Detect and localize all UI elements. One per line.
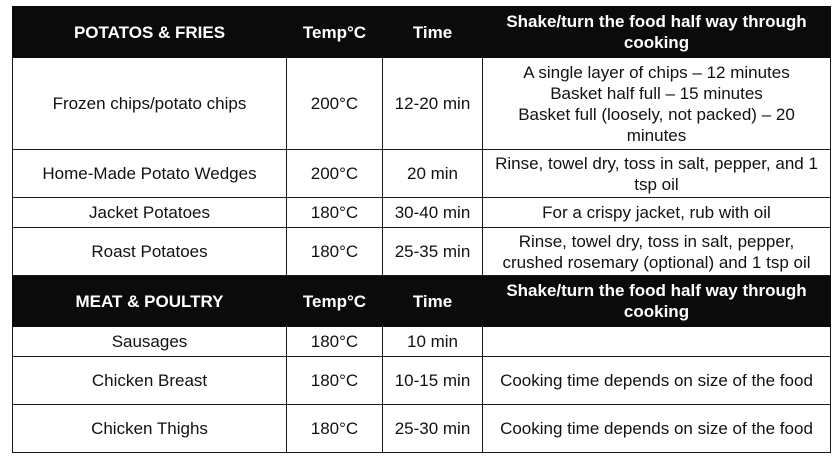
- notes: Rinse, towel dry, toss in salt, pepper, …: [482, 227, 831, 276]
- temperature: 180°C: [286, 227, 383, 276]
- food-name: Chicken Breast: [12, 356, 287, 405]
- note-line: Basket full (loosely, not packed) – 20 m…: [518, 104, 795, 145]
- notes: Cooking time depends on size of the food: [482, 404, 831, 453]
- section-header-meat: MEAT & POULTRY Temp°C Time Shake/turn th…: [12, 275, 831, 327]
- section-title: MEAT & POULTRY: [12, 275, 287, 327]
- table-row: Sausages 180°C 10 min: [12, 326, 831, 357]
- temperature: 180°C: [286, 356, 383, 405]
- table-row: Chicken Thighs 180°C 25-30 min Cooking t…: [12, 404, 831, 453]
- food-name: Jacket Potatoes: [12, 197, 287, 228]
- temperature: 180°C: [286, 404, 383, 453]
- notes: Cooking time depends on size of the food: [482, 356, 831, 405]
- table-row: Home-Made Potato Wedges 200°C 20 min Rin…: [12, 149, 831, 198]
- section-title: POTATOS & FRIES: [12, 6, 287, 58]
- cooking-time: 20 min: [382, 149, 483, 198]
- notes-column-header: Shake/turn the food half way through coo…: [482, 275, 831, 327]
- cooking-time: 25-30 min: [382, 404, 483, 453]
- table-row: Roast Potatoes 180°C 25-35 min Rinse, to…: [12, 227, 831, 276]
- section-header-potatoes: POTATOS & FRIES Temp°C Time Shake/turn t…: [12, 6, 831, 58]
- notes-column-header: Shake/turn the food half way through coo…: [482, 6, 831, 58]
- food-name: Roast Potatoes: [12, 227, 287, 276]
- cooking-time: 12-20 min: [382, 57, 483, 150]
- cooking-time: 25-35 min: [382, 227, 483, 276]
- notes: A single layer of chips – 12 minutes Bas…: [482, 57, 831, 150]
- temperature: 200°C: [286, 149, 383, 198]
- notes: For a crispy jacket, rub with oil: [482, 197, 831, 228]
- note-line: Basket half full – 15 minutes: [550, 83, 763, 103]
- table-row: Jacket Potatoes 180°C 30-40 min For a cr…: [12, 197, 831, 228]
- notes: Rinse, towel dry, toss in salt, pepper, …: [482, 149, 831, 198]
- temperature: 200°C: [286, 57, 383, 150]
- cooking-guide-table: POTATOS & FRIES Temp°C Time Shake/turn t…: [12, 6, 831, 453]
- time-column-header: Time: [382, 275, 483, 327]
- cooking-time: 10 min: [382, 326, 483, 357]
- food-name: Frozen chips/potato chips: [12, 57, 287, 150]
- food-name: Sausages: [12, 326, 287, 357]
- table-row: Chicken Breast 180°C 10-15 min Cooking t…: [12, 356, 831, 405]
- food-name: Chicken Thighs: [12, 404, 287, 453]
- cooking-time: 10-15 min: [382, 356, 483, 405]
- cooking-time: 30-40 min: [382, 197, 483, 228]
- temperature: 180°C: [286, 197, 383, 228]
- temp-column-header: Temp°C: [286, 275, 383, 327]
- note-line: A single layer of chips – 12 minutes: [523, 62, 790, 82]
- time-column-header: Time: [382, 6, 483, 58]
- temperature: 180°C: [286, 326, 383, 357]
- notes: [482, 326, 831, 357]
- temp-column-header: Temp°C: [286, 6, 383, 58]
- table-row: Frozen chips/potato chips 200°C 12-20 mi…: [12, 57, 831, 150]
- food-name: Home-Made Potato Wedges: [12, 149, 287, 198]
